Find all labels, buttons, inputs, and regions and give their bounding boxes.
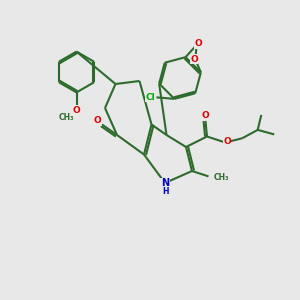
Text: O: O xyxy=(94,116,101,125)
Text: CH₃: CH₃ xyxy=(58,113,74,122)
Text: O: O xyxy=(223,137,231,146)
Text: CH₃: CH₃ xyxy=(214,173,230,182)
Text: O: O xyxy=(190,55,198,64)
Text: O: O xyxy=(202,111,209,120)
Text: H: H xyxy=(162,187,169,196)
Text: N: N xyxy=(161,178,169,188)
Text: O: O xyxy=(195,39,203,48)
Text: O: O xyxy=(73,106,80,115)
Text: Cl: Cl xyxy=(146,93,155,102)
